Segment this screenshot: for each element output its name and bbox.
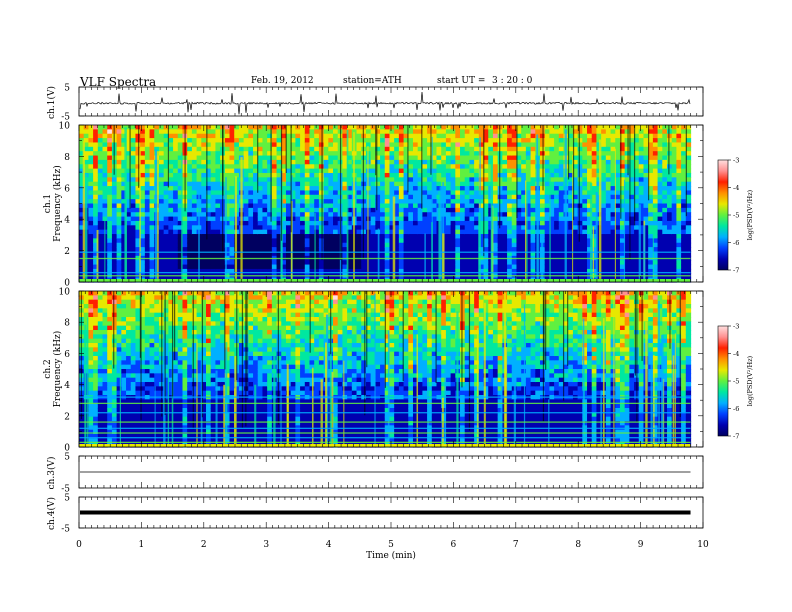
xtick-label: 1 (139, 540, 145, 550)
xaxis-label: Time (min) (366, 550, 416, 561)
xtick-label: 2 (201, 540, 207, 550)
colorbar-2 (717, 325, 729, 437)
ytick-label-ch3: 6 (64, 350, 70, 360)
ytick-label-ch3: 4 (64, 381, 70, 391)
ytick-label-ch2: 0 (64, 279, 70, 289)
colorbar-tick-label: -5 (733, 378, 739, 386)
ylabel-ch1: ch.1(V) (46, 86, 57, 119)
ytick-label-ch3: 2 (64, 412, 70, 422)
xtick-label: 8 (575, 540, 581, 550)
xtick-label: 10 (697, 540, 709, 550)
ytick-label-ch3: 8 (64, 319, 70, 329)
colorbar-label: log(PSD(V²/Hz) (746, 189, 754, 240)
colorbar-tick-label: -6 (733, 405, 739, 413)
colorbar-tick-label: -7 (733, 433, 739, 441)
ylabel-channel-3: ch.2 (43, 359, 53, 378)
xtick-label: 4 (326, 540, 332, 550)
ylabel-ch5: ch.4(V) (46, 497, 57, 530)
colorbar-tick-label: -3 (733, 323, 739, 331)
ytick-label-ch2: 6 (64, 184, 70, 194)
ytick-label-ch2: 8 (64, 153, 70, 163)
ylabel-channel-2: ch.1 (43, 194, 53, 213)
trace-ch1 (79, 91, 691, 115)
colorbar-tick-label: -3 (733, 157, 739, 165)
start-time: 3 : 20 : 0 (492, 76, 533, 86)
ylabel-frequency-2: Frequency (kHz) (52, 165, 63, 242)
colorbar-tick-label: -4 (733, 184, 739, 192)
ytick-label-ch3: 0 (64, 444, 70, 454)
ytick-label-ch4: 5 (64, 453, 70, 463)
colorbar-tick-label: -7 (733, 267, 739, 275)
ytick-label-ch5: 5 (64, 494, 70, 504)
ytick-label-ch4: -5 (61, 485, 70, 495)
colorbar-tick-label: -5 (733, 212, 739, 220)
ytick-label-ch3: 10 (59, 288, 71, 298)
ylabel-ch4: ch.3(V) (46, 457, 57, 490)
xtick-label: 6 (451, 540, 457, 550)
start-label: start UT = (437, 76, 486, 86)
station-label: station=ATH (343, 76, 402, 86)
ytick-label-ch5: -5 (61, 525, 70, 535)
ytick-label-ch2: 2 (64, 247, 70, 257)
xtick-label: 9 (638, 540, 644, 550)
colorbar-tick-label: -4 (733, 350, 739, 358)
date-label: Feb. 19, 2012 (251, 76, 314, 86)
ytick-label-ch2: 10 (59, 122, 71, 132)
colorbar-1 (717, 159, 729, 271)
xtick-label: 5 (388, 540, 394, 550)
spectrogram-ch2 (79, 291, 692, 448)
colorbar-label: log(PSD(V²/Hz) (746, 355, 754, 406)
xtick-label: 7 (513, 540, 519, 550)
ytick-label-ch1: 5 (64, 84, 70, 94)
xtick-label: 0 (76, 540, 82, 550)
ytick-label-ch2: 4 (64, 216, 70, 226)
colorbar-tick-label: -6 (733, 239, 739, 247)
chart-title: VLF Spectra (80, 75, 157, 89)
xtick-label: 3 (263, 540, 269, 550)
ylabel-frequency-3: Frequency (kHz) (52, 331, 63, 408)
spectrogram-ch1 (79, 125, 692, 283)
ytick-label-ch1: -5 (61, 113, 70, 123)
